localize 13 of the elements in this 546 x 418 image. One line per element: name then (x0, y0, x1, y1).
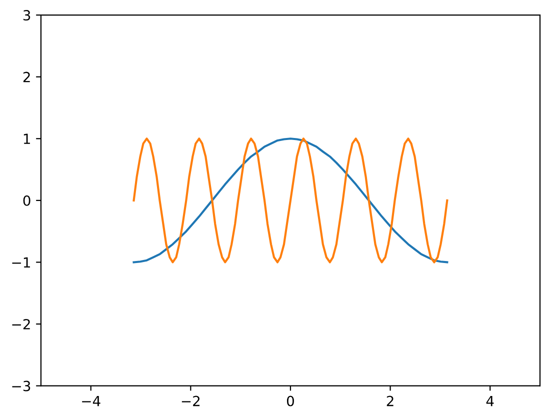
y-tick-label: 1 (24, 134, 30, 144)
line-series (132, 138, 448, 264)
y-tick-label: −2 (12, 318, 30, 330)
y-tick-label: −3 (12, 380, 30, 392)
x-tick-label: −4 (82, 396, 100, 406)
x-tick-label: 2 (386, 396, 394, 406)
x-tick-label: 0 (286, 396, 294, 406)
x-tick-label: 4 (486, 396, 494, 406)
y-tick-label: 3 (23, 10, 30, 21)
y-tick-label: −1 (12, 257, 30, 268)
y-tick-label: 0 (23, 195, 30, 206)
y-tick-label: 2 (23, 72, 30, 82)
x-tick-label: −2 (182, 396, 200, 406)
